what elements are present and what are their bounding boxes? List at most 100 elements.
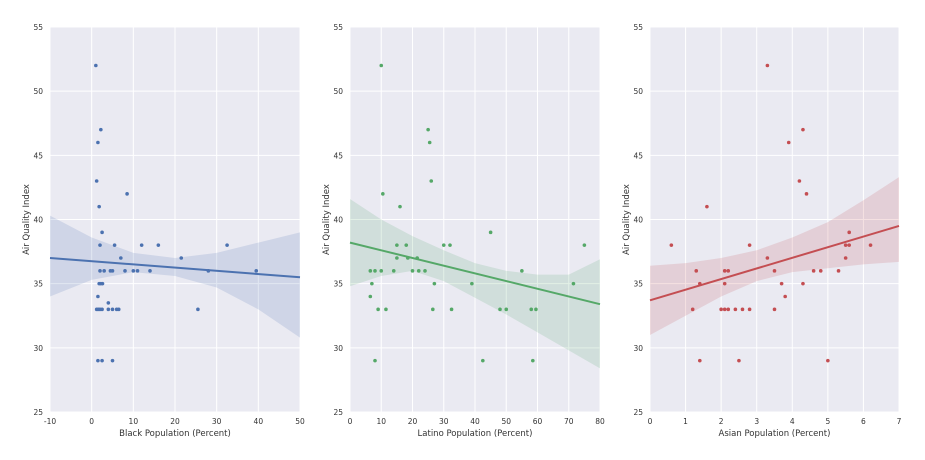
y-tick-label: 45 bbox=[633, 151, 643, 160]
x-tick-label: 5 bbox=[825, 417, 830, 426]
y-tick-label: 55 bbox=[333, 23, 343, 32]
data-point bbox=[801, 281, 805, 286]
confidence-band bbox=[50, 215, 300, 338]
data-point bbox=[582, 243, 587, 247]
data-point bbox=[116, 307, 121, 312]
y-tick-label: 25 bbox=[633, 408, 643, 417]
x-tick-label: 7 bbox=[897, 417, 902, 426]
y-tick-label: 40 bbox=[633, 216, 643, 225]
y-tick-label: 40 bbox=[333, 216, 343, 225]
y-tick-label: 25 bbox=[33, 408, 43, 417]
x-tick-label: 10 bbox=[376, 417, 386, 426]
x-tick-label: -10 bbox=[44, 417, 56, 426]
y-tick-label: 35 bbox=[333, 280, 343, 289]
data-point bbox=[379, 63, 384, 68]
chart-panel-1: 0 10 20 30 40 50 60 70 80 25 30 35 40 45 50 55 Latino Po… bbox=[322, 23, 605, 439]
data-point bbox=[726, 307, 731, 312]
data-point bbox=[432, 281, 437, 286]
data-point bbox=[395, 256, 399, 260]
regression-line bbox=[349, 241, 601, 306]
data-point bbox=[747, 307, 752, 312]
data-point bbox=[797, 179, 802, 183]
x-tick-label: 40 bbox=[254, 417, 264, 426]
data-point bbox=[804, 192, 809, 196]
y-tick-label: 55 bbox=[33, 23, 43, 32]
y-tick-label: 40 bbox=[33, 216, 43, 225]
data-point bbox=[520, 269, 524, 273]
data-point bbox=[740, 307, 745, 312]
data-point bbox=[423, 269, 427, 273]
data-point bbox=[94, 63, 98, 68]
x-axis-label: Black Population (Percent) bbox=[119, 429, 231, 439]
data-point bbox=[811, 269, 816, 273]
y-tick-label: 30 bbox=[33, 344, 43, 353]
x-tick-label: 20 bbox=[408, 417, 418, 426]
data-point bbox=[765, 256, 770, 260]
data-point bbox=[847, 243, 851, 247]
data-point bbox=[441, 243, 446, 247]
data-point bbox=[391, 269, 396, 273]
data-point bbox=[100, 281, 105, 286]
data-point bbox=[426, 127, 430, 132]
data-point bbox=[772, 269, 777, 273]
data-point bbox=[395, 243, 399, 247]
data-point bbox=[847, 230, 851, 235]
data-point bbox=[98, 269, 102, 273]
confidence-band bbox=[350, 198, 600, 369]
data-point bbox=[765, 63, 770, 68]
y-tick-label: 35 bbox=[633, 280, 643, 289]
data-point bbox=[737, 358, 741, 363]
data-point bbox=[225, 243, 229, 247]
data-point bbox=[96, 140, 100, 145]
data-point bbox=[381, 192, 385, 196]
data-point bbox=[119, 256, 123, 260]
data-point bbox=[705, 204, 709, 209]
x-tick-label: 0 bbox=[648, 417, 653, 426]
data-point bbox=[368, 269, 373, 273]
data-point bbox=[488, 230, 493, 235]
data-point bbox=[106, 307, 111, 312]
chart-panel-0: -10 0 10 20 30 40 50 25 30 35 40 45 50 55 Black Popula… bbox=[22, 23, 305, 439]
data-point bbox=[722, 269, 727, 273]
data-point bbox=[179, 256, 184, 260]
x-tick-label: 20 bbox=[170, 417, 180, 426]
y-tick-label: 50 bbox=[333, 87, 343, 96]
data-point bbox=[719, 307, 723, 312]
data-point bbox=[698, 358, 702, 363]
data-point bbox=[96, 358, 100, 363]
y-tick-label: 50 bbox=[633, 87, 643, 96]
data-point bbox=[123, 269, 127, 273]
data-point bbox=[571, 281, 576, 286]
data-point bbox=[398, 204, 402, 209]
data-point bbox=[481, 358, 485, 363]
data-point bbox=[448, 243, 452, 247]
data-point bbox=[843, 256, 848, 260]
data-point bbox=[722, 307, 727, 312]
data-point bbox=[449, 307, 454, 312]
data-point bbox=[110, 358, 115, 363]
data-point bbox=[373, 358, 377, 363]
data-point bbox=[531, 358, 535, 363]
x-axis-label: Asian Population (Percent) bbox=[719, 429, 831, 439]
data-point bbox=[148, 269, 152, 273]
confidence-band bbox=[650, 177, 899, 335]
y-tick-label: 30 bbox=[633, 344, 643, 353]
data-point bbox=[772, 307, 777, 312]
data-point bbox=[99, 127, 103, 132]
data-point bbox=[384, 307, 388, 312]
y-tick-label: 30 bbox=[333, 344, 343, 353]
x-tick-label: 1 bbox=[683, 417, 688, 426]
data-point bbox=[135, 269, 140, 273]
x-tick-label: 40 bbox=[470, 417, 480, 426]
x-tick-label: 70 bbox=[564, 417, 574, 426]
x-tick-label: 0 bbox=[348, 417, 353, 426]
data-point bbox=[733, 307, 738, 312]
data-point bbox=[96, 294, 100, 299]
data-point bbox=[373, 269, 377, 273]
data-point bbox=[669, 243, 674, 247]
data-point bbox=[498, 307, 502, 312]
data-point bbox=[97, 204, 101, 209]
data-point bbox=[416, 269, 421, 273]
regression-line bbox=[49, 257, 301, 279]
data-point bbox=[102, 269, 106, 273]
